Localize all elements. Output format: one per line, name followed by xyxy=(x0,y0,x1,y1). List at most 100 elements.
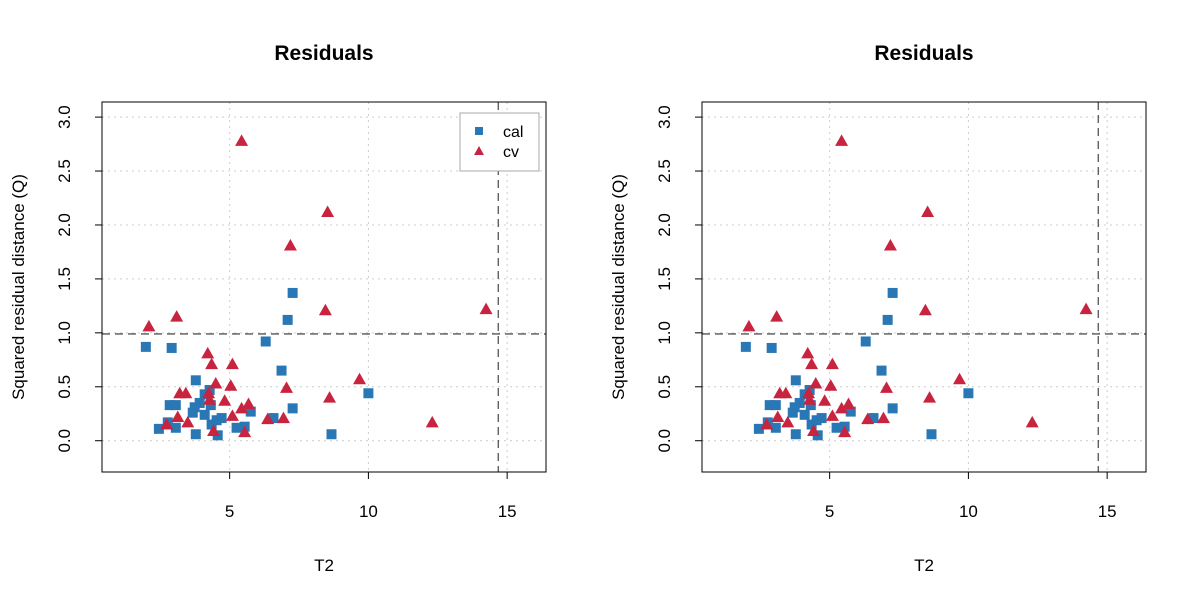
data-point-cv xyxy=(205,357,219,370)
data-point-cal xyxy=(799,409,810,420)
data-point-cv xyxy=(321,205,335,218)
data-point-cal xyxy=(860,336,871,347)
y-tick-label: 2.5 xyxy=(655,159,674,183)
y-tick-label: 0.5 xyxy=(55,375,74,399)
y-tick-label: 2.0 xyxy=(655,213,674,237)
data-point-cv xyxy=(842,397,856,410)
data-point-cv xyxy=(953,372,967,385)
x-tick-label: 5 xyxy=(825,502,834,521)
data-point-cal xyxy=(868,413,879,424)
data-point-cv xyxy=(479,302,493,315)
data-point-cv xyxy=(242,397,256,410)
data-point-cv xyxy=(202,386,216,399)
data-point-cv xyxy=(771,410,785,422)
data-point-cv xyxy=(838,425,852,438)
data-point-cv xyxy=(779,386,793,399)
data-point-cal xyxy=(190,375,201,386)
data-point-cal xyxy=(189,402,200,413)
legend-marker-cv xyxy=(474,146,484,155)
plot-frame xyxy=(101,101,547,473)
data-point-cv xyxy=(923,391,937,403)
data-point-cv xyxy=(181,415,195,428)
data-point-cv xyxy=(261,412,275,425)
data-point-cv xyxy=(238,425,252,438)
data-point-cv xyxy=(861,412,875,425)
data-point-cal xyxy=(887,287,898,298)
y-axis-label: Squared residual distance (Q) xyxy=(609,174,628,400)
data-point-cal xyxy=(205,400,216,411)
data-point-cv xyxy=(280,381,294,393)
legend-marker-cal xyxy=(475,127,483,135)
legend-label-cv: cv xyxy=(503,144,519,161)
data-point-cal xyxy=(245,406,256,417)
data-point-cv xyxy=(825,357,839,370)
data-point-cv xyxy=(201,346,215,359)
data-point-cv xyxy=(170,310,184,322)
data-point-cv xyxy=(835,401,849,414)
data-point-cal xyxy=(963,388,974,399)
data-point-cv xyxy=(160,418,174,430)
data-point-cal xyxy=(276,365,287,376)
data-point-cal xyxy=(764,400,775,411)
data-point-cal xyxy=(170,400,181,411)
data-point-cal xyxy=(790,429,801,440)
x-axis-label: T2 xyxy=(314,556,334,575)
data-point-cal xyxy=(876,365,887,376)
x-tick-label: 5 xyxy=(225,502,234,521)
data-point-cal xyxy=(140,341,151,352)
data-point-cal xyxy=(926,429,937,440)
chart-title: Residuals xyxy=(274,42,373,65)
legend-box xyxy=(459,112,540,172)
y-tick-label: 3.0 xyxy=(655,105,674,129)
data-point-cv xyxy=(760,418,774,430)
data-point-cv xyxy=(218,394,232,406)
x-tick-label: 15 xyxy=(498,502,517,521)
chart-title: Residuals xyxy=(874,42,973,65)
data-point-cv xyxy=(809,377,823,389)
y-tick-label: 1.5 xyxy=(55,267,74,291)
data-point-cv xyxy=(807,424,821,437)
data-point-cv xyxy=(209,377,223,389)
data-point-cv xyxy=(171,410,185,422)
data-point-cv xyxy=(283,238,297,251)
data-point-cv xyxy=(323,391,337,403)
data-point-cv xyxy=(805,357,819,370)
data-point-cal xyxy=(187,407,198,418)
data-point-cv xyxy=(803,393,817,405)
data-point-cal xyxy=(231,422,242,433)
data-point-cv xyxy=(835,134,849,146)
data-point-cal xyxy=(816,413,827,424)
data-point-cal xyxy=(164,400,175,411)
data-point-cal xyxy=(268,413,279,424)
data-point-cal xyxy=(260,336,271,347)
data-point-cal xyxy=(287,287,298,298)
plot-frame xyxy=(701,101,1147,473)
data-point-cv xyxy=(742,319,756,332)
data-point-cv xyxy=(921,205,935,218)
data-point-cal xyxy=(831,422,842,433)
data-point-cv xyxy=(801,346,815,359)
data-point-cv xyxy=(1079,302,1093,315)
data-point-cv xyxy=(876,411,890,424)
y-axis-label: Squared residual distance (Q) xyxy=(9,174,28,400)
data-point-cal xyxy=(190,429,201,440)
data-point-cv xyxy=(353,372,367,385)
data-point-cal xyxy=(790,375,801,386)
data-point-cal xyxy=(805,400,816,411)
data-point-cal xyxy=(282,314,293,325)
x-tick-label: 10 xyxy=(959,502,978,521)
legend: cal cv xyxy=(459,112,540,172)
data-point-cv xyxy=(207,424,221,437)
data-point-cv xyxy=(770,310,784,322)
data-point-cv xyxy=(224,379,238,391)
data-point-cal xyxy=(789,402,800,413)
data-point-cal xyxy=(326,429,337,440)
data-point-cal xyxy=(766,342,777,353)
x-axis-label: T2 xyxy=(914,556,934,575)
y-tick-label: 1.0 xyxy=(655,321,674,345)
data-point-cv xyxy=(802,386,816,399)
y-tick-label: 0.0 xyxy=(655,429,674,453)
data-point-cal xyxy=(753,423,764,434)
data-point-cv xyxy=(880,381,894,393)
